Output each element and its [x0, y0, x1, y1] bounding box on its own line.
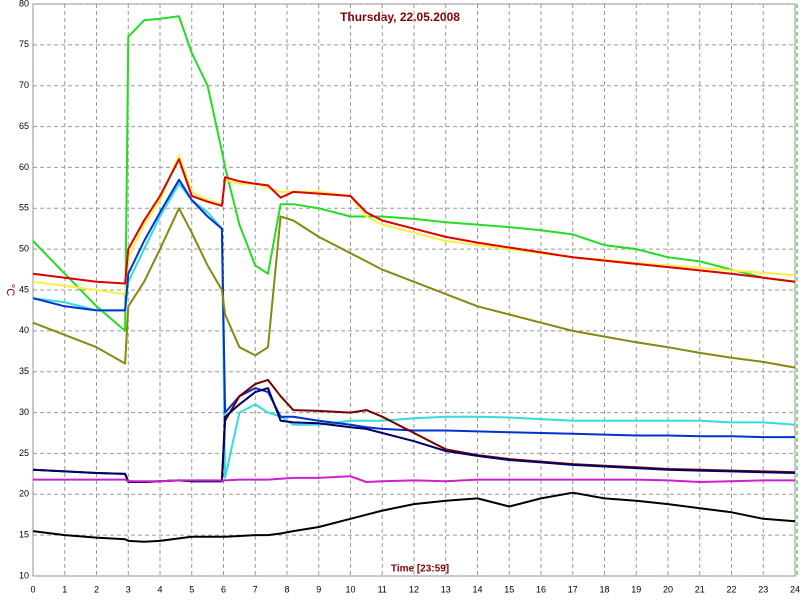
x-tick-label: 1 — [62, 584, 67, 594]
y-tick-label: 60 — [19, 162, 29, 172]
series-line — [32, 158, 796, 285]
y-tick-label: 15 — [19, 530, 29, 540]
y-tick-label: 45 — [19, 284, 29, 294]
y-tick-label: 70 — [19, 80, 29, 90]
x-tick-label: 15 — [504, 584, 514, 594]
x-tick-label: 23 — [758, 584, 768, 594]
y-tick-label: 10 — [19, 570, 29, 580]
x-tick-label: 8 — [284, 584, 289, 594]
series-line — [32, 15, 796, 332]
x-tick-label: 7 — [253, 584, 258, 594]
x-tick-label: 24 — [790, 584, 800, 594]
y-tick-label: 80 — [19, 0, 29, 8]
y-tick-label: 20 — [19, 489, 29, 499]
y-tick-label: 75 — [19, 39, 29, 49]
series-line — [32, 207, 796, 369]
x-tick-label: 11 — [378, 584, 387, 594]
y-tick-label: 40 — [19, 325, 29, 335]
x-tick-label: 6 — [221, 584, 226, 594]
x-tick-label: 10 — [345, 584, 355, 594]
series-line — [32, 491, 796, 543]
y-tick-label: 35 — [19, 366, 29, 376]
series-line — [32, 182, 796, 479]
x-tick-label: 20 — [663, 584, 673, 594]
x-tick-label: 22 — [726, 584, 736, 594]
x-tick-label: 21 — [695, 584, 705, 594]
x-tick-label: 13 — [441, 584, 451, 594]
x-tick-label: 4 — [157, 584, 162, 594]
y-axis-label: °C — [4, 284, 16, 296]
y-tick-label: 30 — [19, 407, 29, 417]
x-tick-label: 19 — [631, 584, 641, 594]
series-line — [32, 178, 795, 439]
chart-title: Thursday, 22.05.2008 — [340, 10, 460, 24]
x-tick-label: 2 — [94, 584, 99, 594]
x-tick-label: 14 — [472, 584, 482, 594]
x-tick-label: 12 — [409, 584, 419, 594]
x-tick-label: 0 — [30, 584, 35, 594]
x-tick-label: 5 — [189, 584, 194, 594]
y-tick-label: 50 — [19, 244, 29, 254]
x-axis-label: Time [23:59] — [391, 564, 449, 575]
y-tick-label: 55 — [19, 203, 29, 213]
x-tick-label: 18 — [599, 584, 609, 594]
series-line — [33, 475, 795, 483]
x-tick-label: 3 — [126, 584, 131, 594]
y-tick-label: 25 — [19, 448, 29, 458]
y-tick-label: 65 — [19, 121, 29, 131]
x-tick-label: 16 — [536, 584, 546, 594]
x-tick-label: 9 — [316, 584, 321, 594]
x-tick-label: 17 — [568, 584, 578, 594]
